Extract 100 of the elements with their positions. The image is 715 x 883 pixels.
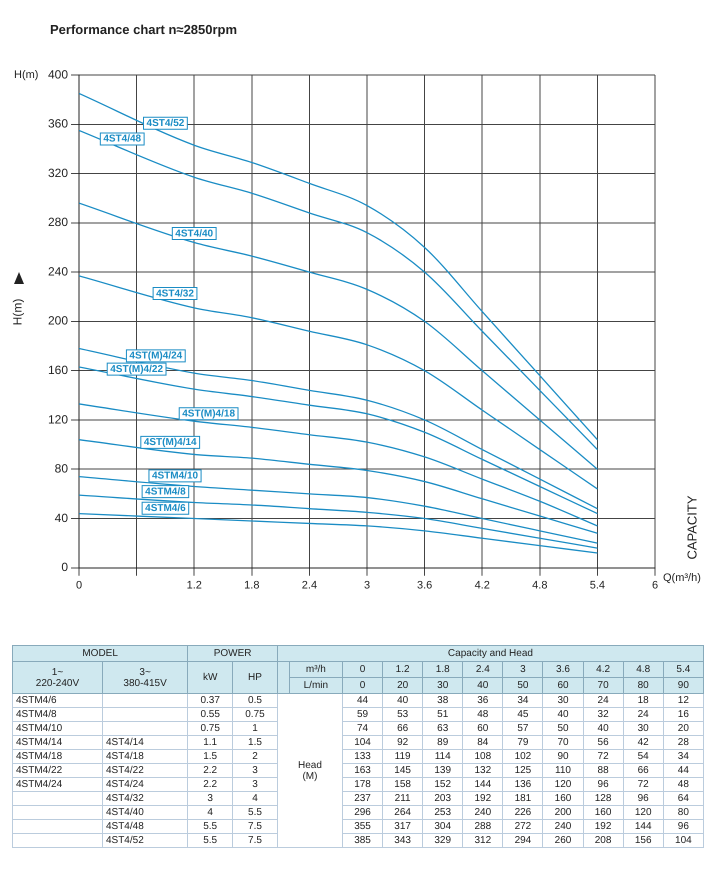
text: 0.55 [188,708,233,722]
text: 304 [422,820,463,834]
y-tick-label: 400 [48,67,68,82]
x-tick-label: 1.2 [186,579,202,592]
text: 355 [342,820,383,834]
text: 4ST4/18 [102,750,188,764]
text: 211 [382,792,423,806]
text: 5.5 [188,834,233,848]
text: L/min [289,678,342,694]
text: 16 [663,708,704,722]
text: 48 [462,708,503,722]
text: 0.37 [188,694,233,708]
text: 56 [583,736,624,750]
text: 253 [422,806,463,820]
text: 44 [663,764,704,778]
text: 114 [422,750,463,764]
text: 128 [583,792,624,806]
text: 4ST4/14 [102,736,188,750]
text: 1.2 [382,662,423,678]
y-tick-label: 320 [48,166,68,180]
text: 120 [542,778,584,792]
text: 288 [462,820,503,834]
text: 3.6 [542,662,584,678]
text: 144 [623,820,664,834]
text: 60 [542,678,584,694]
text: 72 [623,778,664,792]
legend-label: 4STM4/6 [145,503,186,514]
text: 237 [342,792,383,806]
text: 1~ 220-240V [12,662,102,694]
text: 0.75 [232,708,278,722]
text: 139 [422,764,463,778]
text: 57 [502,722,543,736]
text: 70 [542,736,584,750]
text: 152 [422,778,463,792]
text: 4.2 [583,662,624,678]
text: 28 [663,736,704,750]
series-label: 4ST(M)4/14 [144,437,198,448]
text: 84 [462,736,503,750]
y-tick-label: 360 [48,116,68,131]
text: 4.8 [623,662,664,678]
text: 20 [382,678,423,694]
text: 296 [342,806,383,820]
text: 0.75 [188,722,233,736]
series-label: 4ST(M)4/24 [129,350,183,362]
text: 96 [663,820,704,834]
text: HP [232,662,278,694]
text: 208 [583,834,624,848]
text: 34 [502,694,543,708]
series-label: 4STM4/10 [152,470,199,482]
x-tick-label: 5.4 [590,579,606,592]
text: 0.5 [232,694,278,708]
text: 226 [502,806,543,820]
text: 79 [502,736,543,750]
text: 1.8 [422,662,463,678]
text: 51 [422,708,463,722]
text: 72 [583,750,624,764]
text: 264 [382,806,423,820]
text: 144 [462,778,503,792]
series-label: 4ST(M)4/22 [110,364,164,375]
y-tick-label: 40 [54,510,68,525]
y-tick-label: 0 [61,560,68,574]
text: 317 [382,820,423,834]
text: 133 [342,750,383,764]
text: 38 [422,694,463,708]
line-series [79,403,598,527]
text: 3~ 380-415V [102,662,188,694]
text: 90 [663,678,704,694]
text: 3 [232,778,278,792]
text: CAPACITY [684,495,700,560]
text: 30 [623,722,664,736]
text: 20 [663,722,704,736]
text: 312 [462,834,503,848]
x-tick-label: 3 [364,579,370,592]
text: 92 [382,736,423,750]
text: Capacity and Head [277,646,704,662]
text: 240 [542,820,584,834]
text: 96 [583,778,624,792]
line-series [79,439,598,534]
text: 2.4 [462,662,503,678]
text: 24 [623,708,664,722]
text: 4STM4/22 [12,764,102,778]
text: 329 [422,834,463,848]
text: 260 [542,834,584,848]
text: 4 [188,806,233,820]
text: 50 [502,678,543,694]
text: 70 [583,678,624,694]
text: 203 [422,792,463,806]
text: 1.5 [232,736,278,750]
y-tick-label: 200 [48,314,68,328]
text: 4ST4/52 [102,834,188,848]
x-axis-title: Q(m³/h) [663,572,701,584]
text: 4STM4/14 [12,736,102,750]
text: 192 [462,792,503,806]
y-tick-label: 80 [54,462,68,476]
text: 80 [623,678,664,694]
text: 4ST4/32 [102,792,188,806]
series-label: 4ST4/32 [156,288,194,300]
text: 125 [502,764,543,778]
text: 66 [382,722,423,736]
text: 63 [422,722,463,736]
